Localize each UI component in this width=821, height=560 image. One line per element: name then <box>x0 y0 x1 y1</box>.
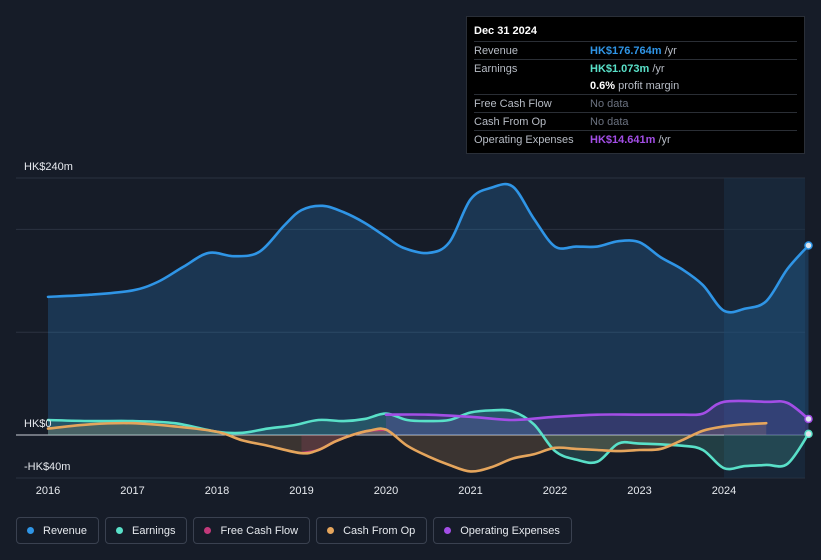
legend: Revenue Earnings Free Cash Flow Cash From O… <box>16 517 572 544</box>
legend-label: Earnings <box>132 524 176 537</box>
y-label-bottom: -HK$40m <box>24 461 70 473</box>
revenue-end-marker <box>804 241 813 250</box>
legend-label: Free Cash Flow <box>220 524 299 537</box>
tooltip-row-unit: /yr <box>664 44 677 57</box>
y-label-zero: HK$0 <box>24 418 52 430</box>
tooltip-row-label: Revenue <box>474 44 519 57</box>
revenue-line <box>46 182 810 314</box>
legend-dot-icon <box>327 527 335 534</box>
legend-dot-icon <box>116 527 124 534</box>
x-tick-label: 2022 <box>543 485 567 497</box>
legend-item-revenue[interactable]: Revenue <box>16 517 100 544</box>
series-lines <box>46 182 810 473</box>
tooltip-row: Revenue HK$176.764m/yr <box>474 41 797 59</box>
earnings-end-marker <box>804 429 813 439</box>
x-tick-label: 2016 <box>36 485 60 497</box>
tooltip-row: Free Cash Flow No data <box>474 94 797 112</box>
tooltip-row-label: Operating Expenses <box>474 133 574 146</box>
tooltip-row-value: 0.6% <box>590 79 616 92</box>
operating-expenses-line <box>384 399 810 422</box>
tooltip-row-value: No data <box>590 97 629 110</box>
tooltip-row: Earnings HK$1.073m/yr <box>474 59 797 77</box>
legend-item-free-cash-flow[interactable]: Free Cash Flow <box>193 517 311 544</box>
earnings-line <box>46 408 810 471</box>
gridlines <box>16 177 805 479</box>
tooltip-row-value: No data <box>590 115 629 128</box>
tooltip-row-unit: profit margin <box>618 79 680 92</box>
tooltip-row-value: HK$14.641m <box>590 133 656 146</box>
x-tick-label: 2024 <box>712 485 736 497</box>
x-tick-label: 2018 <box>205 485 229 497</box>
cash-from-op-area <box>48 423 767 472</box>
legend-dot-icon <box>27 527 34 534</box>
legend-dot-icon <box>204 527 212 534</box>
x-axis: 2016 2017 2018 2019 2020 2021 2022 2023 2024 <box>36 485 736 497</box>
tooltip-row-label: Free Cash Flow <box>474 97 552 110</box>
tooltip-row-value: HK$176.764m <box>590 44 662 57</box>
operating-expenses-area <box>386 400 809 435</box>
tooltip-row-unit: /yr <box>658 133 671 146</box>
series-areas <box>48 184 809 472</box>
legend-item-cash-from-op[interactable]: Cash From Op <box>316 517 428 544</box>
x-tick-label: 2019 <box>289 485 313 497</box>
end-markers <box>804 241 813 439</box>
tooltip: Dec 31 2024 Revenue HK$176.764m/yr Earning… <box>466 16 805 154</box>
y-label-top: HK$240m <box>24 161 73 173</box>
legend-dot-icon <box>444 527 452 534</box>
tooltip-row-unit: /yr <box>652 62 665 75</box>
tooltip-row: Cash From Op No data <box>474 112 797 130</box>
legend-item-earnings[interactable]: Earnings <box>105 517 188 544</box>
cash-from-op-line <box>46 421 768 473</box>
legend-label: Revenue <box>43 524 88 537</box>
x-tick-label: 2021 <box>458 485 482 497</box>
legend-label: Cash From Op <box>343 524 416 537</box>
operating-expenses-end-marker <box>804 414 813 424</box>
tooltip-row-label: Cash From Op <box>474 115 547 128</box>
legend-item-operating-expenses[interactable]: Operating Expenses <box>433 517 572 544</box>
tooltip-row-label: Earnings <box>474 62 518 75</box>
tooltip-date: Dec 31 2024 <box>474 25 537 37</box>
revenue-area <box>48 184 809 435</box>
tooltip-rows: Revenue HK$176.764m/yr Earnings HK$1.073m/y… <box>474 41 797 148</box>
tooltip-row: Operating Expenses HK$14.641m/yr <box>474 130 797 148</box>
x-tick-label: 2023 <box>627 485 651 497</box>
forecast-shade <box>724 178 805 478</box>
tooltip-row: 0.6% profit margin <box>474 77 797 94</box>
legend-label: Operating Expenses <box>460 524 560 537</box>
x-tick-label: 2017 <box>120 485 144 497</box>
x-tick-label: 2020 <box>374 485 398 497</box>
tooltip-row-value: HK$1.073m <box>590 62 650 75</box>
